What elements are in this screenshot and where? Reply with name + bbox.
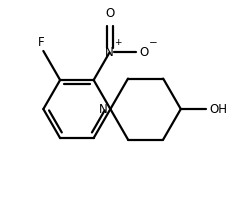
Text: O: O [139,46,148,59]
Text: O: O [104,7,114,20]
Text: F: F [38,36,44,49]
Text: +: + [114,38,121,47]
Text: −: − [148,38,157,48]
Text: N: N [99,103,107,116]
Text: OH: OH [208,103,226,116]
Text: N: N [105,46,113,59]
